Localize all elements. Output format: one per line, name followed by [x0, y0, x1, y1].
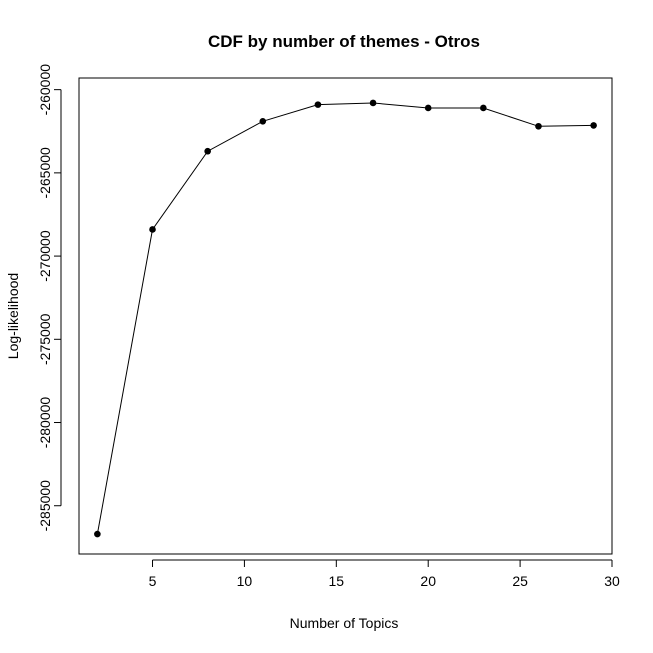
data-point — [314, 101, 322, 108]
data-point — [480, 104, 487, 112]
data-point — [259, 117, 267, 125]
y-tick-label: -260000 — [37, 64, 53, 116]
y-tick-label: -280000 — [37, 397, 53, 449]
x-axis-label: Number of Topics — [290, 615, 399, 631]
x-tick-label: 5 — [149, 573, 157, 589]
plot-frame — [78, 77, 613, 555]
data-point — [149, 226, 156, 233]
y-axis-label: Log-likelihood — [5, 273, 21, 359]
y-tick-label: -265000 — [37, 147, 53, 199]
data-point — [204, 147, 211, 155]
data-point — [369, 99, 377, 107]
y-axis: -285000 -280000 -275000 -270000 -265000 -2600… — [37, 64, 62, 532]
x-axis: 5 10 15 20 25 30 — [149, 559, 620, 589]
data-point — [94, 530, 101, 538]
x-tick-label: 20 — [420, 573, 436, 589]
data-point — [590, 122, 597, 129]
x-tick-label: 25 — [512, 573, 528, 589]
data-point — [535, 122, 542, 130]
series-line — [96, 102, 594, 535]
data-point — [424, 104, 432, 112]
y-tick-label: -270000 — [37, 230, 53, 282]
x-tick-label: 10 — [237, 573, 253, 589]
data-points — [94, 99, 597, 538]
x-tick-label: 15 — [329, 573, 345, 589]
y-tick-label: -275000 — [37, 313, 53, 365]
y-tick-label: -285000 — [37, 480, 53, 532]
x-tick-label: 30 — [604, 573, 620, 589]
chart-title: CDF by number of themes - Otros — [208, 32, 480, 51]
